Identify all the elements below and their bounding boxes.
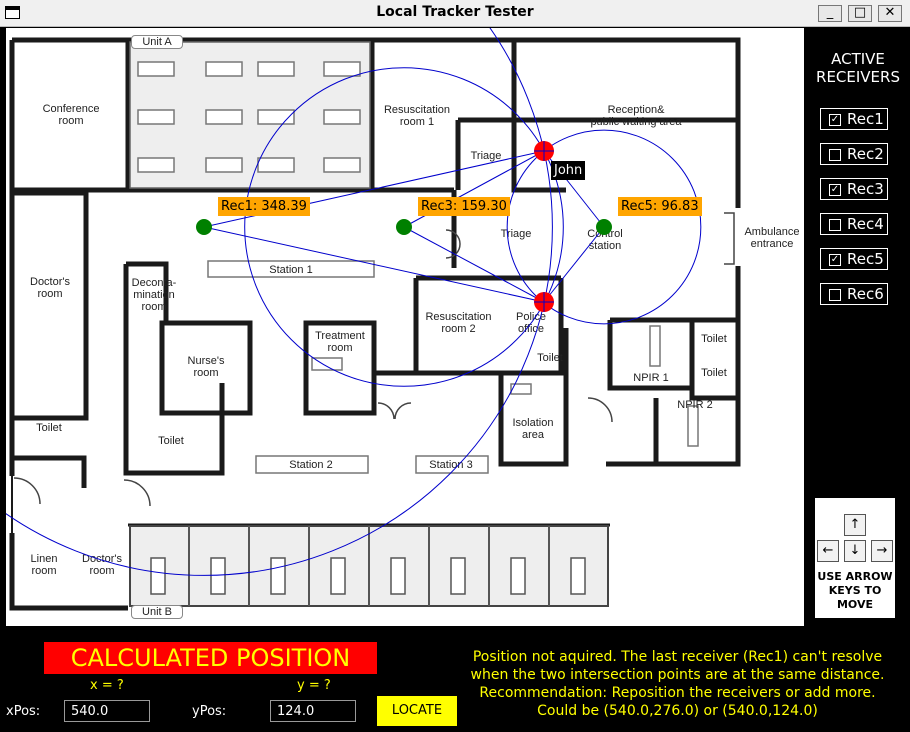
room-triage-mid-label: Triage <box>500 228 532 240</box>
range-circle-rec3 <box>244 67 564 387</box>
room-npir1-label: NPIR 1 <box>633 372 669 384</box>
receiver-checkbox-label: Rec4 <box>847 215 884 233</box>
range-line-rec5 <box>543 226 605 303</box>
room-isolation-label: Isolation area <box>512 417 554 441</box>
receiver-dot-rec5 <box>596 219 612 235</box>
receiver-dot-rec1 <box>196 219 212 235</box>
receiver-checkbox-label: Rec2 <box>847 145 884 163</box>
status-message-line4: Could be (540.0,276.0) or (540.0,124.0) <box>537 703 818 719</box>
close-button[interactable]: ✕ <box>878 5 902 22</box>
room-station1-label: Station 1 <box>269 264 313 276</box>
receiver-distance-label-rec1: Rec1: 348.39 <box>218 197 310 216</box>
panel-title-line2: RECEIVERS <box>816 68 900 86</box>
room-nurses-label: Nurse's room <box>187 355 225 379</box>
receiver-dot-rec3 <box>396 219 412 235</box>
window-title: Local Tracker Tester <box>376 4 534 20</box>
status-message: Position not aquired. The last receiver … <box>455 648 900 720</box>
x-result-label: x = ? <box>90 678 124 693</box>
maximize-button[interactable]: □ <box>848 5 872 22</box>
arrow-right-key[interactable]: → <box>871 540 893 562</box>
arrow-left-key[interactable]: ← <box>817 540 839 562</box>
arrow-down-key[interactable]: ↓ <box>844 540 866 562</box>
room-unit-b-label: Unit B <box>131 605 183 619</box>
room-toilet-r2-label: Toilet <box>701 367 727 379</box>
receiver-distance-label-rec3: Rec3: 159.30 <box>418 197 510 216</box>
room-police-label: Police office <box>516 311 546 335</box>
range-circle-rec5 <box>506 129 702 325</box>
room-toilet-nurse-label: Toilet <box>158 435 184 447</box>
room-toilet-police-label: Toilet <box>537 352 563 364</box>
arrow-keys-hint-line1: USE ARROW <box>817 570 893 583</box>
room-decon-label: Deconta- mination room <box>131 277 177 313</box>
xpos-label: xPos: <box>6 704 41 719</box>
ypos-label: yPos: <box>192 704 227 719</box>
status-message-line2: when the two intersection points are at … <box>470 667 885 683</box>
ypos-input[interactable] <box>270 700 356 722</box>
room-resus1-label: Resuscitation room 1 <box>383 104 451 128</box>
minimize-button[interactable]: _ <box>818 5 842 22</box>
room-station2-label: Station 2 <box>289 459 333 471</box>
locate-button[interactable]: LOCATE <box>377 696 457 726</box>
title-bar: Local Tracker Tester _ □ ✕ <box>0 0 910 27</box>
arrow-keys-hint-line2: KEYS TO <box>828 584 882 597</box>
room-ambulance-label: Ambulance entrance <box>744 226 800 250</box>
checkbox-icon[interactable]: ✓ <box>829 114 841 126</box>
arrow-keys-hint: USE ARROW KEYS TO MOVE <box>815 570 895 612</box>
receiver-checkbox-rec4[interactable]: Rec4 <box>820 213 888 235</box>
bottom-bar: CALCULATED POSITION x = ? y = ? xPos: yP… <box>0 628 910 732</box>
checkbox-icon[interactable]: ✓ <box>829 254 841 266</box>
tracking-overlay <box>6 28 702 576</box>
y-result-label: y = ? <box>297 678 331 693</box>
room-linen-label: Linen room <box>30 553 58 577</box>
range-line-rec1 <box>203 226 545 303</box>
room-resus2-label: Resuscitation room 2 <box>425 311 492 335</box>
checkbox-icon[interactable] <box>829 149 841 161</box>
room-unit-a-label: Unit A <box>131 35 183 49</box>
calculated-position-header: CALCULATED POSITION <box>44 642 377 674</box>
window-icon[interactable] <box>5 6 20 19</box>
floor-plan[interactable]: Unit A Conference room Resuscitation roo… <box>6 28 804 626</box>
room-doctors-label: Doctor's room <box>30 276 70 300</box>
room-npir2-label: NPIR 2 <box>677 399 713 411</box>
receiver-checkbox-rec6[interactable]: Rec6 <box>820 283 888 305</box>
range-circle-rec1 <box>6 28 553 576</box>
checkbox-icon[interactable] <box>829 219 841 231</box>
receiver-checkbox-rec3[interactable]: ✓ Rec3 <box>820 178 888 200</box>
receiver-checkbox-label: Rec6 <box>847 285 884 303</box>
receivers-panel: ACTIVE RECEIVERS ✓ Rec1 Rec2 ✓ Rec3 Rec4 ✓ Rec5… <box>806 28 910 626</box>
receiver-checkbox-rec1[interactable]: ✓ Rec1 <box>820 108 888 130</box>
panel-title-line1: ACTIVE <box>831 50 885 68</box>
receiver-checkbox-label: Rec1 <box>847 110 884 128</box>
status-message-line1: Position not aquired. The last receiver … <box>472 649 883 665</box>
target-name-label: John <box>551 161 586 180</box>
floor-plan-walls <box>9 37 741 611</box>
checkbox-icon[interactable] <box>829 289 841 301</box>
receiver-checkbox-rec5[interactable]: ✓ Rec5 <box>820 248 888 270</box>
receiver-checkbox-label: Rec5 <box>847 250 884 268</box>
room-reception-label: Reception& public waiting area <box>590 104 682 128</box>
xpos-input[interactable] <box>64 700 150 722</box>
arrow-keys-hint-line3: MOVE <box>836 598 874 611</box>
arrow-keys-pad: ↑ ← ↓ → USE ARROW KEYS TO MOVE <box>815 498 895 618</box>
status-message-line3: Recommendation: Reposition the receivers… <box>479 685 876 701</box>
room-toilet-r1-label: Toilet <box>701 333 727 345</box>
room-treatment-label: Treatment room <box>315 330 365 354</box>
arrow-up-key[interactable]: ↑ <box>844 514 866 536</box>
range-line-rec3 <box>403 226 545 303</box>
receiver-checkbox-label: Rec3 <box>847 180 884 198</box>
room-toilet-left-label: Toilet <box>36 422 62 434</box>
checkbox-icon[interactable]: ✓ <box>829 184 841 196</box>
room-conference-label: Conference room <box>42 103 100 127</box>
room-doctors2-label: Doctor's room <box>82 553 122 577</box>
room-triage-top-label: Triage <box>470 150 502 162</box>
receiver-distance-label-rec5: Rec5: 96.83 <box>618 197 702 216</box>
receiver-checkbox-rec2[interactable]: Rec2 <box>820 143 888 165</box>
